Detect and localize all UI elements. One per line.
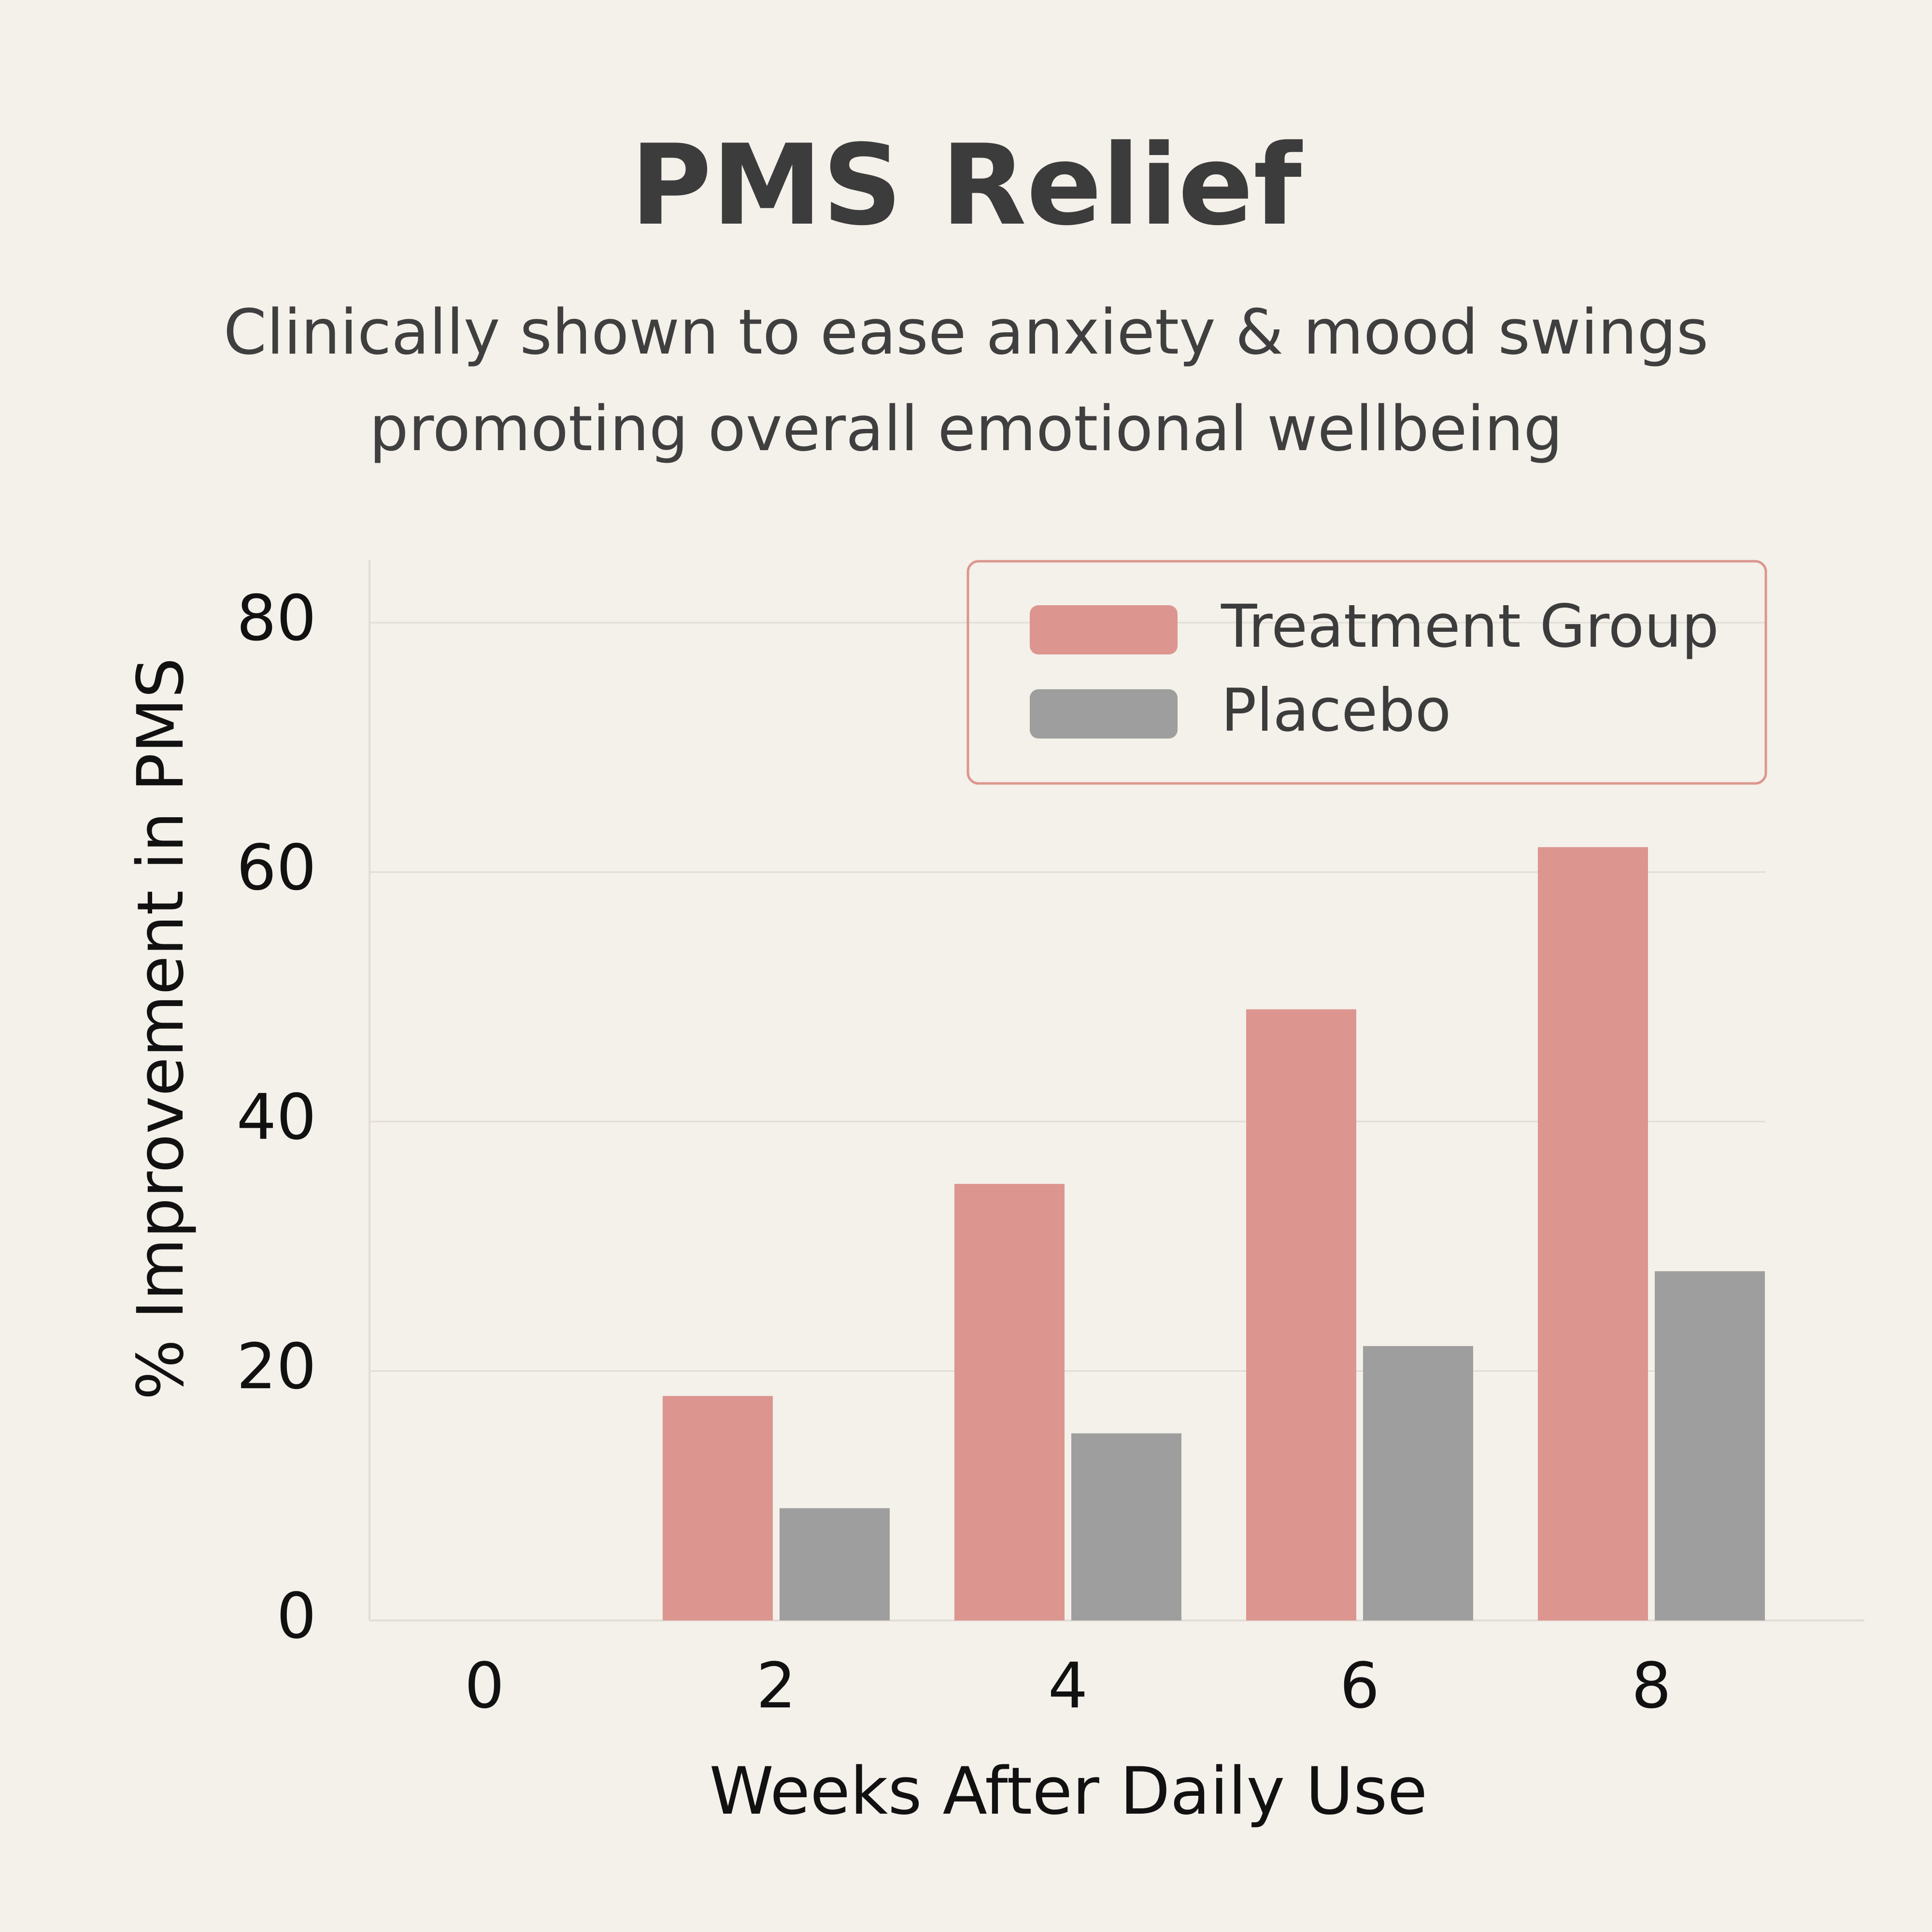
legend-label-treatment: Treatment Group	[1221, 592, 1719, 661]
legend-label-placebo: Placebo	[1221, 676, 1451, 745]
chart-subtitle-line-1: Clinically shown to ease anxiety & mood …	[223, 297, 1709, 369]
bar-placebo-week-8	[1655, 1271, 1765, 1620]
y-axis-label: % Improvement in PMS	[124, 658, 198, 1400]
bars	[663, 847, 1765, 1620]
x-tick-label: 6	[1340, 1649, 1380, 1722]
y-tick-label: 80	[237, 582, 316, 655]
chart-subtitle-line-2: promoting overall emotional wellbeing	[369, 393, 1563, 465]
bar-placebo-week-6	[1363, 1346, 1473, 1620]
x-tick-labels: 0 2 4 6 8	[465, 1649, 1672, 1722]
bar-placebo-week-2	[780, 1508, 890, 1620]
x-tick-label: 8	[1632, 1649, 1672, 1722]
x-tick-label: 0	[465, 1649, 505, 1722]
legend-swatch-placebo	[1030, 689, 1178, 739]
bar-placebo-week-4	[1071, 1433, 1181, 1620]
bar-treatment-week-4	[954, 1184, 1065, 1620]
bar-treatment-week-2	[663, 1396, 773, 1620]
x-tick-label: 2	[756, 1649, 796, 1722]
y-tick-label: 40	[237, 1080, 316, 1154]
y-tick-label: 60	[237, 831, 316, 904]
y-tick-label: 0	[276, 1579, 316, 1653]
legend-swatch-treatment	[1030, 605, 1178, 654]
x-tick-label: 4	[1048, 1649, 1088, 1722]
bar-treatment-week-8	[1538, 847, 1648, 1620]
y-tick-label: 20	[237, 1330, 316, 1403]
legend-box	[966, 560, 1767, 785]
legend: Treatment Group Placebo	[966, 560, 1767, 785]
x-axis-label: Weeks After Daily Use	[710, 1753, 1428, 1829]
bar-treatment-week-6	[1246, 1009, 1356, 1620]
chart-title: PMS Relief	[630, 121, 1302, 250]
y-tick-labels: 0 20 40 60 80	[237, 582, 316, 1653]
